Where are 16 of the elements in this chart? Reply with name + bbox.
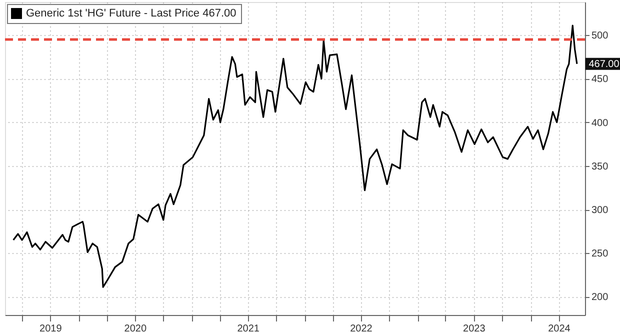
- y-tick-label: 400: [592, 118, 609, 129]
- x-tick-label: 2022: [350, 324, 373, 333]
- x-tick-label: 2023: [463, 324, 486, 333]
- y-tick-label: 500: [592, 30, 609, 42]
- y-tick-label: 350: [592, 161, 609, 172]
- x-tick-label: 2024: [548, 324, 571, 333]
- y-tick-label: 450: [592, 74, 609, 86]
- x-tick-label: 2019: [40, 324, 62, 333]
- annotation: 467.00: [588, 58, 620, 70]
- line-series: [12, 24, 578, 288]
- y-tick-label: 250: [592, 248, 609, 260]
- y-tick-label: 200: [592, 292, 609, 304]
- x-tick-label: 2020: [124, 324, 147, 333]
- legend-label: Generic 1st 'HG' Future - Last Price 467.00: [26, 8, 236, 20]
- y-tick-label: 300: [592, 205, 609, 216]
- x-tick-label: 2021: [237, 324, 260, 333]
